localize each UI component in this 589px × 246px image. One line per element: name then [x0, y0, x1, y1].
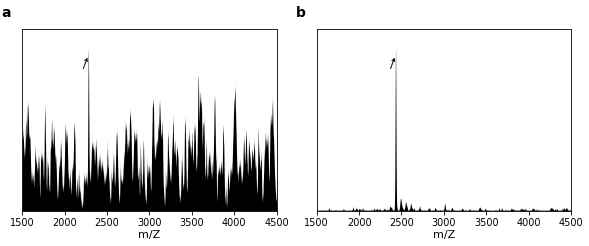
Text: a: a: [2, 6, 11, 20]
Text: b: b: [296, 6, 306, 20]
X-axis label: m/Z: m/Z: [138, 231, 161, 240]
X-axis label: m/Z: m/Z: [433, 231, 455, 240]
